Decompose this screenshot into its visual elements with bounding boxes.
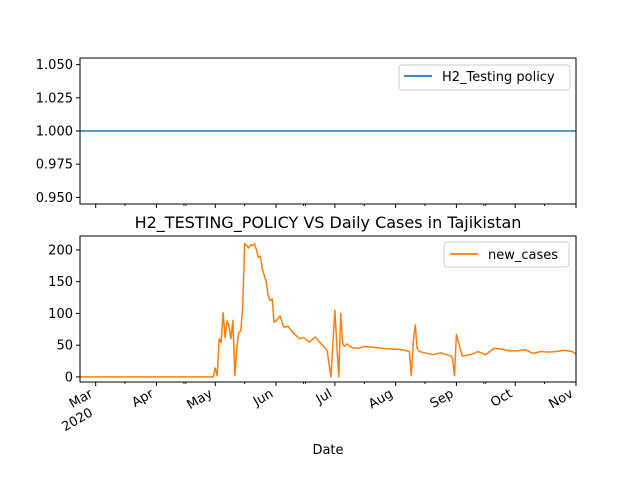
top-y-tick-label: 0.975	[36, 158, 73, 173]
chart-title: H2_TESTING_POLICY VS Daily Cases in Taji…	[135, 213, 522, 233]
bottom-axes-frame	[79, 235, 577, 383]
top-y-tick-label: 0.950	[36, 191, 73, 206]
bottom-y-tick-label: 100	[48, 307, 73, 322]
top-subplot: 0.950 0.975 1.000 1.025 1.050 H2_Testing pol…	[36, 57, 577, 208]
top-axes-frame	[79, 57, 577, 205]
top-y-tick-label: 1.050	[36, 58, 73, 73]
top-legend: H2_Testing policy	[398, 64, 571, 91]
bottom-y-tick-label: 200	[48, 243, 73, 258]
bottom-legend: new_cases	[443, 241, 570, 268]
top-y-tick-label: 1.000	[36, 125, 73, 140]
bottom-y-tick-label: 0	[65, 370, 73, 385]
top-y-axis: 0.950 0.975 1.000 1.025 1.050	[36, 58, 80, 206]
bottom-y-axis: 0 50 100 150 200	[48, 243, 80, 385]
bottom-legend-box	[443, 241, 570, 268]
bottom-y-tick-label: 150	[48, 275, 73, 290]
top-legend-box	[398, 64, 571, 91]
bottom-series-line-group	[80, 242, 577, 378]
bottom-series-line-0	[80, 242, 577, 378]
x-tick-label: Jul	[313, 386, 335, 407]
top-legend-label: H2_Testing policy	[442, 70, 555, 85]
x-axis-label: Date	[312, 443, 343, 458]
bottom-y-tick-label: 50	[56, 339, 73, 354]
bottom-legend-label: new_cases	[488, 248, 558, 263]
top-y-tick-label: 1.025	[36, 91, 73, 106]
